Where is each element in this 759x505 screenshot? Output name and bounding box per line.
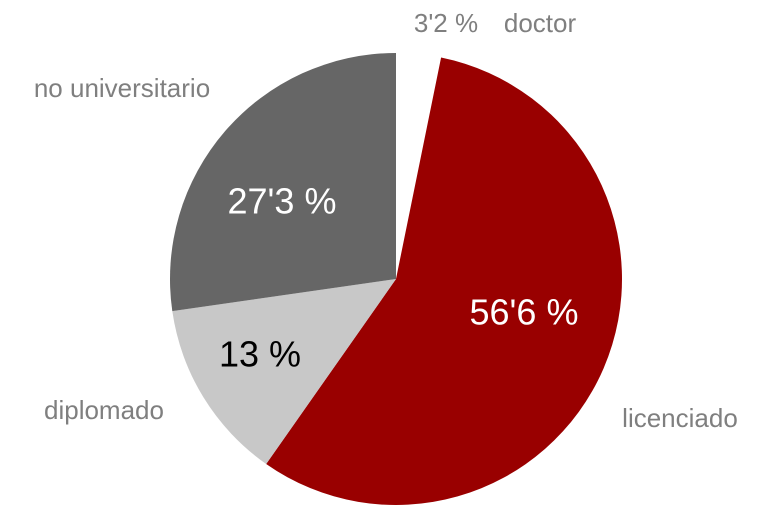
pie-slice bbox=[266, 57, 623, 505]
value-label: 56'6 % bbox=[470, 292, 579, 333]
category-label: no universitario bbox=[34, 73, 210, 103]
category-label: licenciado bbox=[622, 403, 738, 433]
pie-slice bbox=[170, 53, 396, 312]
pie-slice bbox=[172, 279, 396, 464]
value-label: 13 % bbox=[219, 334, 301, 375]
category-label: diplomado bbox=[44, 395, 164, 425]
value-label: 3'2 % bbox=[414, 8, 478, 38]
pie-slice bbox=[396, 53, 442, 279]
category-label: doctor bbox=[504, 8, 577, 38]
value-label: 27'3 % bbox=[228, 181, 337, 222]
